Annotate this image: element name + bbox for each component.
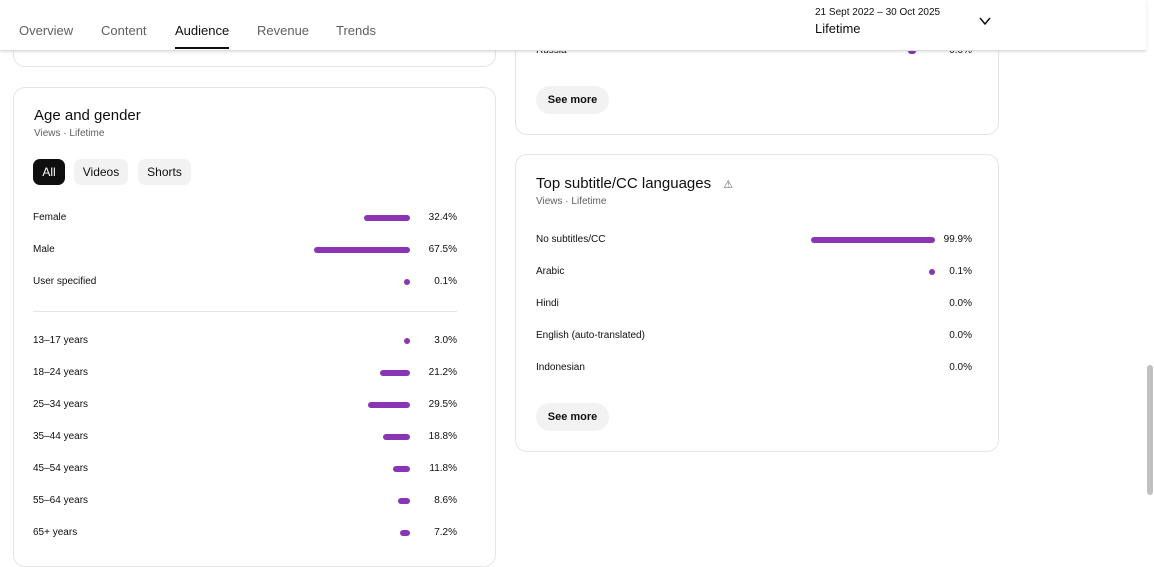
subtitle-languages-card: Top subtitle/CC languages ⚠ Views · Life…: [515, 154, 999, 452]
list-item: 35–44 years 18.8%: [33, 430, 457, 444]
row-label: 25–34 years: [33, 399, 89, 410]
list-item: 55–64 years 8.6%: [33, 494, 457, 508]
row-label: 55–64 years: [33, 495, 89, 506]
list-item: Female 32.4%: [33, 211, 457, 225]
row-value: 67.5%: [428, 244, 457, 255]
bar: [404, 279, 410, 285]
list-item: Hindi 0.0%: [536, 297, 972, 311]
row-value: 0.1%: [434, 276, 457, 287]
row-value: 29.5%: [428, 399, 457, 410]
row-value: 18.8%: [428, 431, 457, 442]
tab-audience[interactable]: Audience: [175, 23, 230, 49]
filter-chip-shorts[interactable]: Shorts: [138, 159, 191, 185]
card-title-text: Top subtitle/CC languages: [536, 175, 712, 192]
period-selector[interactable]: Lifetime: [815, 21, 861, 36]
row-label: No subtitles/CC: [536, 234, 606, 245]
list-item: Indonesian 0.0%: [536, 361, 972, 375]
bar: [379, 370, 410, 376]
list-item: 25–34 years 29.5%: [33, 398, 457, 412]
row-label: Male: [33, 244, 55, 255]
row-value: 21.2%: [428, 367, 457, 378]
row-value: 32.4%: [428, 212, 457, 223]
row-value: 11.8%: [429, 463, 457, 474]
row-label: Arabic: [536, 266, 565, 277]
warning-icon[interactable]: ⚠: [723, 179, 734, 191]
list-item: 18–24 years 21.2%: [33, 366, 457, 380]
scrollbar[interactable]: [1146, 0, 1154, 541]
chevron-down-icon[interactable]: [978, 14, 992, 28]
row-value: 8.6%: [434, 495, 457, 506]
list-item: User specified 0.1%: [33, 275, 457, 289]
bar: [368, 402, 410, 408]
card-subtitle: Views · Lifetime: [536, 196, 607, 207]
bar: [908, 48, 916, 54]
bar: [393, 466, 410, 472]
row-label: Indonesian: [536, 362, 585, 373]
divider: [33, 311, 457, 312]
tab-revenue[interactable]: Revenue: [257, 23, 310, 38]
bar: [399, 530, 410, 536]
list-item: No subtitles/CC 99.9%: [536, 233, 972, 247]
row-value: 0.0%: [949, 298, 972, 309]
top-tab-bar: Overview Content Audience Revenue Trends 21 …: [0, 0, 1146, 51]
see-more-button[interactable]: See more: [536, 86, 609, 114]
see-more-button[interactable]: See more: [536, 403, 609, 431]
bar: [314, 247, 410, 253]
row-label: 65+ years: [33, 527, 78, 538]
card-title: Top subtitle/CC languages ⚠: [536, 175, 733, 192]
date-range[interactable]: 21 Sept 2022 – 30 Oct 2025: [815, 7, 941, 18]
row-value: 99.9%: [943, 234, 972, 245]
row-value: 0.1%: [949, 266, 972, 277]
row-value: 0.0%: [949, 362, 972, 373]
row-value: 3.0%: [434, 335, 457, 346]
scrollbar-thumb[interactable]: [1147, 365, 1153, 495]
list-item: English (auto-translated) 0.0%: [536, 329, 972, 343]
list-item: 13–17 years 3.0%: [33, 334, 457, 348]
row-label: 13–17 years: [33, 335, 89, 346]
bar: [404, 338, 410, 344]
row-label: 45–54 years: [33, 463, 89, 474]
list-item: Male 67.5%: [33, 243, 457, 257]
row-label: Hindi: [536, 298, 559, 309]
list-item: 65+ years 7.2%: [33, 526, 457, 540]
row-label: 18–24 years: [33, 367, 89, 378]
filter-chip-all[interactable]: All: [33, 159, 65, 185]
bar: [929, 269, 935, 275]
bar: [397, 498, 410, 504]
list-item: 45–54 years 11.8%: [33, 462, 457, 476]
bar: [383, 434, 410, 440]
filter-chip-videos[interactable]: Videos: [74, 159, 128, 185]
row-label: English (auto-translated): [536, 330, 645, 341]
row-label: 35–44 years: [33, 431, 89, 442]
row-value: 0.0%: [949, 330, 972, 341]
tab-overview[interactable]: Overview: [19, 23, 74, 38]
card-subtitle: Views · Lifetime: [34, 128, 105, 139]
tab-trends[interactable]: Trends: [336, 23, 376, 38]
bar: [363, 215, 410, 221]
row-label: User specified: [33, 276, 97, 287]
row-label: Female: [33, 212, 67, 223]
list-item: Arabic 0.1%: [536, 265, 972, 279]
tab-content[interactable]: Content: [101, 23, 147, 38]
card-title: Age and gender: [34, 107, 141, 124]
bar: [811, 237, 935, 243]
row-value: 7.2%: [434, 527, 457, 538]
